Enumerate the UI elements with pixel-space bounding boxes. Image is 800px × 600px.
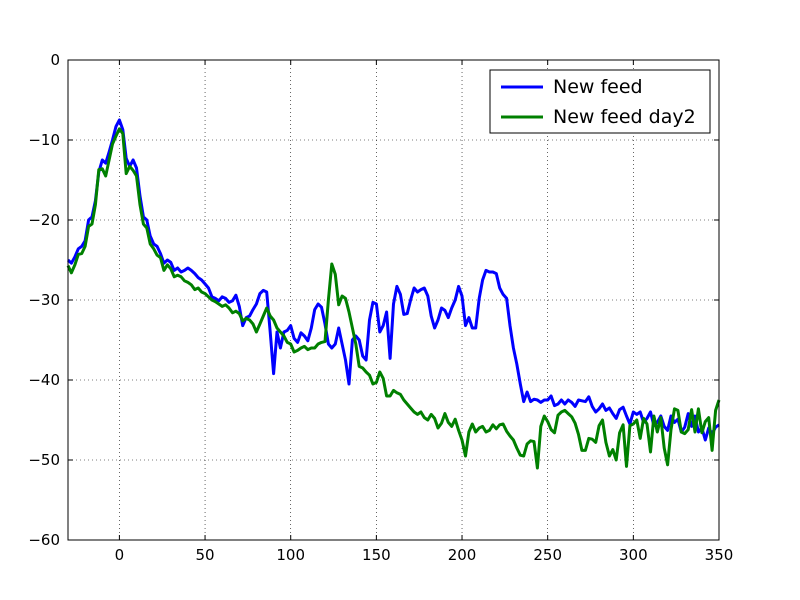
x-tick-label: 250 [533, 546, 562, 564]
legend-box [489, 69, 711, 134]
y-tick-label: 0 [50, 51, 60, 69]
y-tick-label: −20 [28, 211, 60, 229]
x-tick-label: 50 [196, 546, 215, 564]
x-tick-label: 0 [115, 546, 125, 564]
x-tick-labels: 0 50 100 150 200 250 300 350 [115, 546, 734, 564]
series-lines [66, 118, 721, 470]
y-tick-label: −50 [28, 451, 60, 469]
y-tick-label: −60 [28, 531, 60, 549]
x-tick-label: 200 [448, 546, 477, 564]
legend-label-new-feed: New feed [553, 76, 643, 98]
ticks [68, 59, 720, 541]
series-line-new-feed [66, 118, 720, 442]
x-tick-label: 350 [705, 546, 734, 564]
y-tick-label: −10 [28, 131, 60, 149]
x-tick-label: 150 [362, 546, 391, 564]
series-line-new-feed-day2 [66, 127, 721, 470]
x-tick-label: 300 [619, 546, 648, 564]
x-tick-label: 100 [276, 546, 305, 564]
y-tick-label: −30 [28, 291, 60, 309]
legend: New feed New feed day2 [489, 69, 711, 134]
legend-label-new-feed-day2: New feed day2 [553, 106, 696, 128]
y-tick-label: −40 [28, 371, 60, 389]
y-tick-labels: 0 −10 −20 −30 −40 −50 −60 [28, 51, 60, 549]
